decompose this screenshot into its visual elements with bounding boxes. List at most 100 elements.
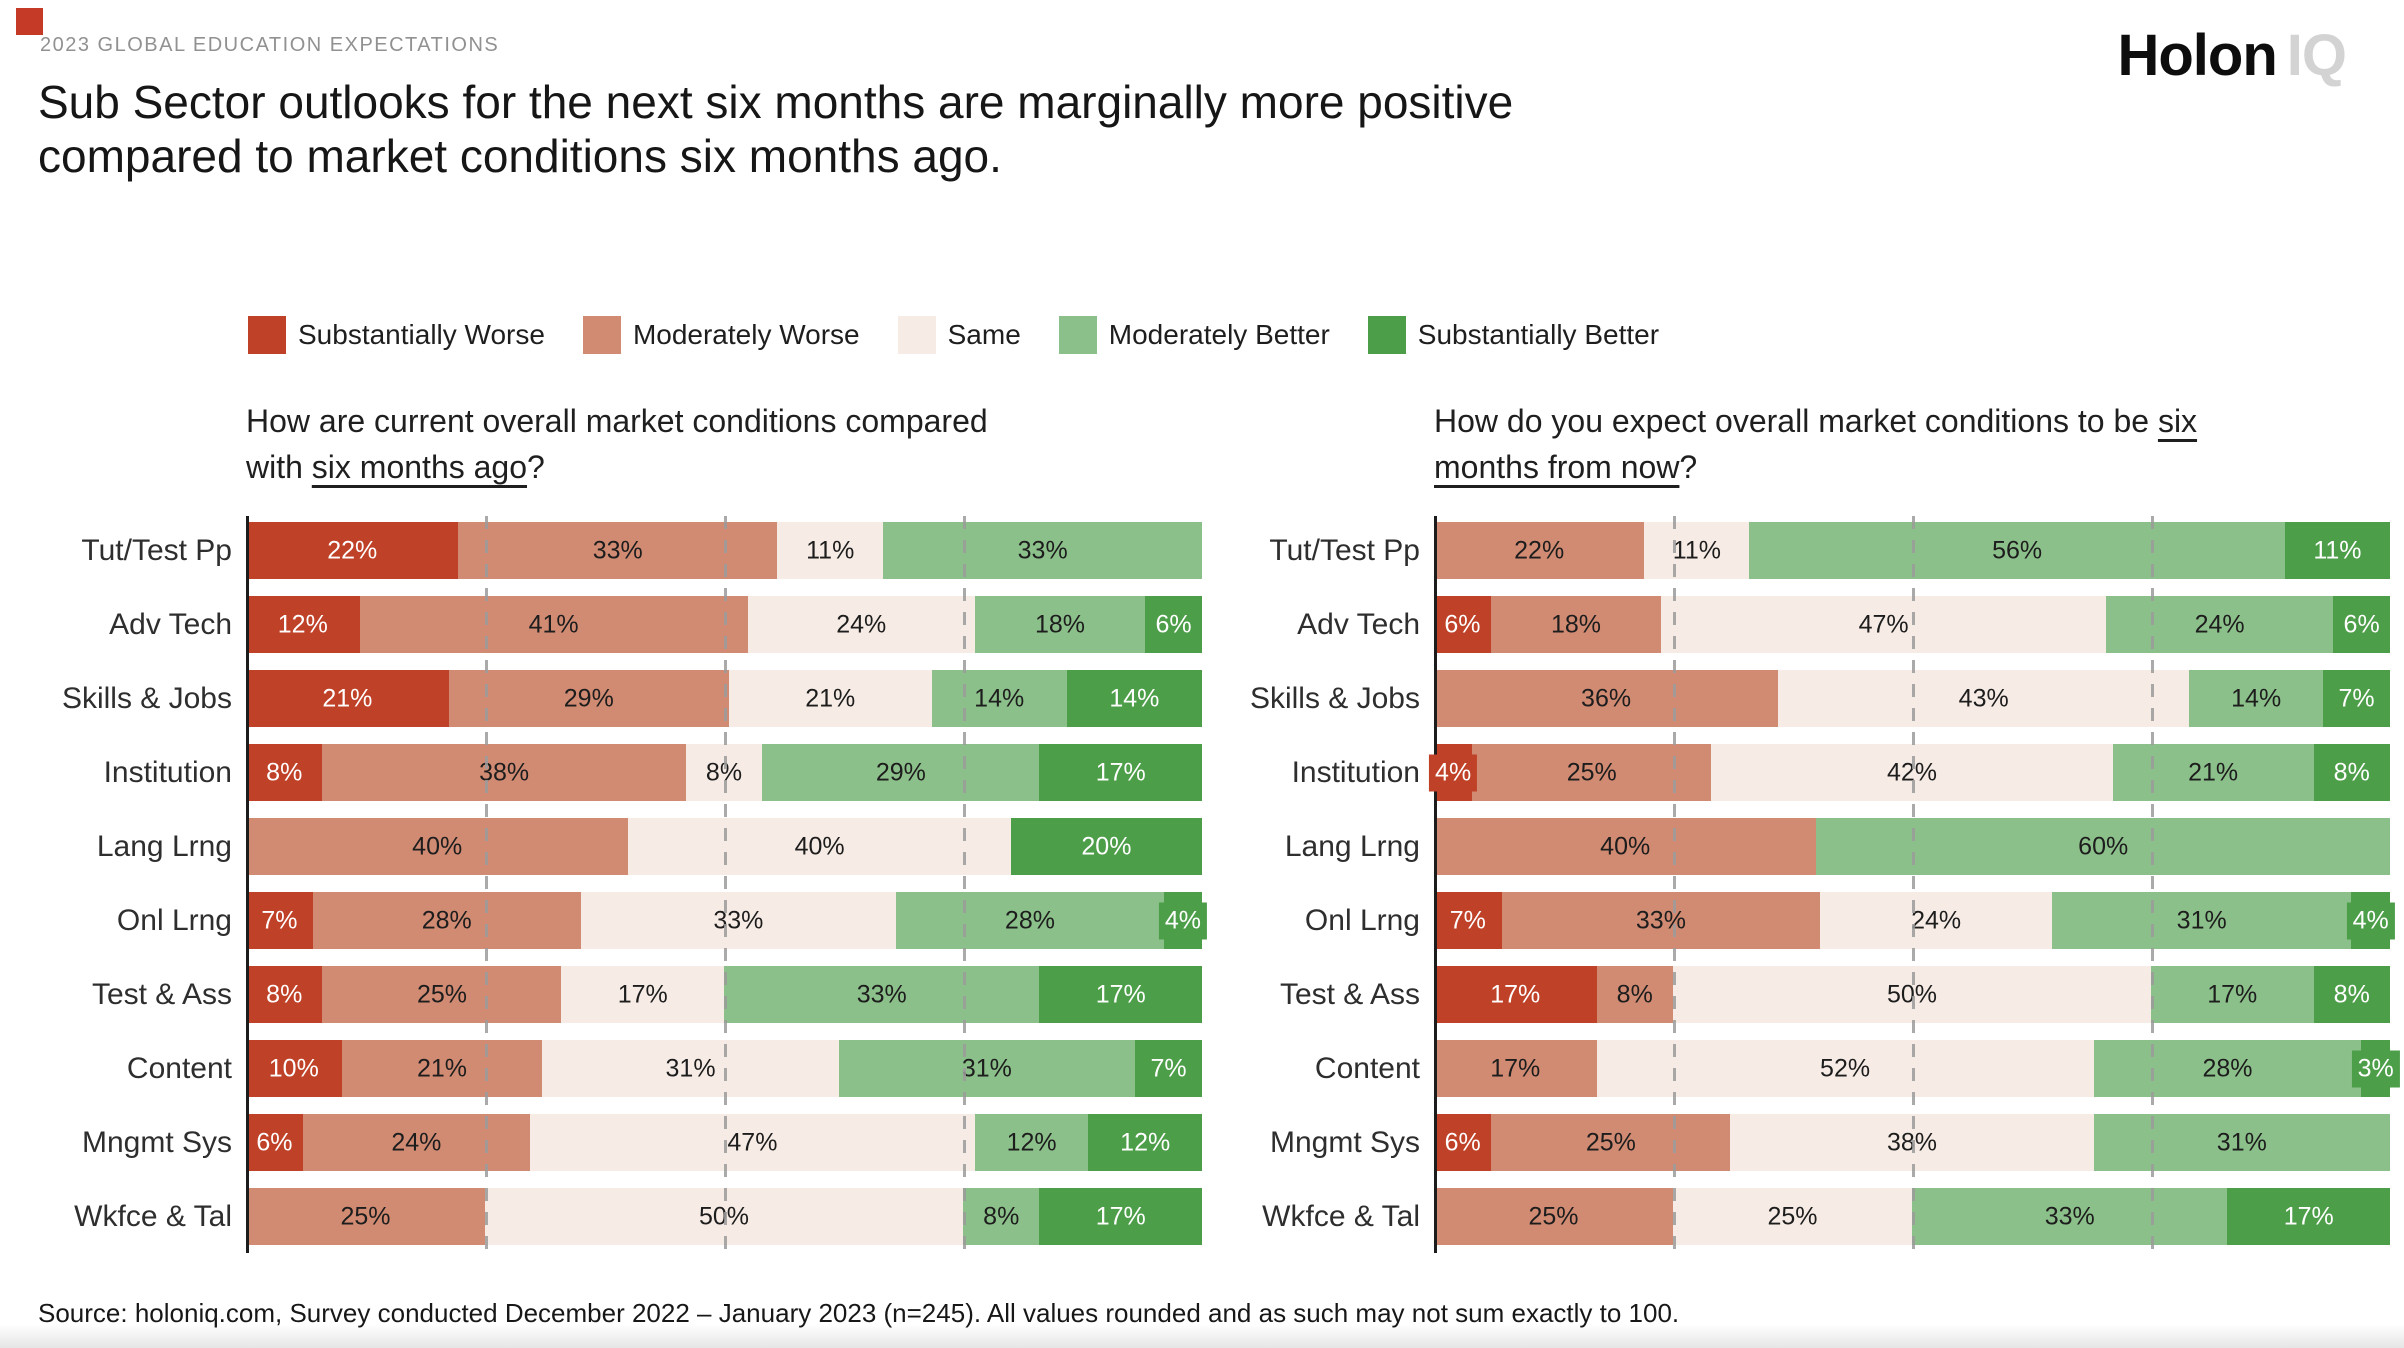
- bar-value-label: 7%: [261, 906, 298, 935]
- bar-value-label: 22%: [1514, 536, 1565, 565]
- chart-row: Skills & Jobs 36% 43% 14% 7%: [1202, 670, 2390, 728]
- bar-value-label: 6%: [1155, 610, 1192, 639]
- bar-segment: 3%: [2351, 1040, 2400, 1098]
- bar-segment: 25%: [1491, 1114, 1731, 1172]
- bar-segment: 7%: [1434, 892, 1502, 950]
- bar-segment: 25%: [322, 966, 562, 1024]
- bar-segment: 24%: [302, 1114, 530, 1172]
- logo-text-primary: Holon: [2117, 23, 2277, 88]
- bar-segment: 8%: [2313, 966, 2390, 1024]
- logo-text-secondary: IQ: [2286, 23, 2347, 88]
- bar-segment: 24%: [1820, 892, 2053, 950]
- bar-segment: 50%: [485, 1188, 963, 1246]
- bar-value-label: 8%: [1616, 980, 1653, 1009]
- bar-value-label: 8%: [2333, 980, 2370, 1009]
- chart-question-left: How are current overall market condition…: [246, 398, 1046, 491]
- bar-segment: 31%: [2093, 1114, 2390, 1172]
- bar-segment: 8%: [246, 744, 323, 802]
- bar-segment: 8%: [685, 744, 763, 802]
- question-text: ?: [527, 448, 545, 485]
- bar-value-label: 7%: [1150, 1054, 1187, 1083]
- bar-segment: 6%: [2333, 596, 2391, 654]
- bar-segment: 22%: [1434, 522, 1645, 580]
- bar-segment: 22%: [246, 522, 459, 580]
- chart-current-conditions: How are current overall market condition…: [14, 354, 1207, 1263]
- bar-segment: 33%: [883, 522, 1202, 580]
- legend-swatch: [582, 315, 621, 354]
- bar-segment: 21%: [341, 1040, 543, 1098]
- legend-label: Moderately Worse: [632, 318, 860, 350]
- bar-segment: 17%: [2227, 1188, 2390, 1246]
- chart-row: Mngmt Sys 6% 24% 47% 12% 12%: [14, 1114, 1202, 1172]
- bar-segment: 25%: [246, 1188, 485, 1246]
- bar-value-label: 17%: [1095, 1202, 1146, 1231]
- bar-segment: 60%: [1816, 818, 2390, 876]
- legend-item: Moderately Better: [1058, 315, 1330, 354]
- chart-row: Test & Ass 8% 25% 17% 33% 17%: [14, 966, 1202, 1024]
- category-label: Onl Lrng: [116, 903, 232, 937]
- bar-value-label: 11%: [806, 536, 855, 565]
- bar-value-label: 25%: [1528, 1202, 1579, 1231]
- bar-segment: 6%: [1434, 1114, 1492, 1172]
- bar-segment: 42%: [1711, 744, 2113, 802]
- bar-segment: 17%: [1039, 1188, 1202, 1246]
- bar-segment: 14%: [2189, 670, 2324, 728]
- bar-segment: 40%: [1434, 818, 1817, 876]
- chart-row: Mngmt Sys 6% 25% 38% 31%: [1202, 1114, 2390, 1172]
- bar-value-label: 31%: [665, 1054, 716, 1083]
- bar-segment: 29%: [762, 744, 1040, 802]
- legend-swatch: [897, 315, 936, 354]
- chart-row: Wkfce & Tal 25% 50% 8% 17%: [14, 1188, 1202, 1246]
- legend-item: Moderately Worse: [582, 315, 860, 354]
- bar-value-label: 3%: [2351, 1050, 2400, 1088]
- bar-segment: 8%: [1596, 966, 1673, 1024]
- bar-value-label: 17%: [1490, 980, 1541, 1009]
- bar-value-label: 31%: [2176, 906, 2227, 935]
- bar-value-label: 33%: [592, 536, 643, 565]
- category-label: Wkfce & Tal: [74, 1199, 232, 1233]
- bar-segment: 6%: [1434, 596, 1491, 654]
- bar-value-label: 31%: [2216, 1128, 2267, 1157]
- chart-expected-conditions: How do you expect overall market conditi…: [1202, 354, 2400, 1263]
- bar-value-label: 28%: [421, 906, 472, 935]
- bar-segment: 33%: [724, 966, 1040, 1024]
- chart-row: Wkfce & Tal 25% 25% 33% 17%: [1202, 1188, 2390, 1246]
- stacked-bar: 40% 60%: [1434, 818, 2390, 876]
- bar-value-label: 4%: [1429, 754, 1478, 792]
- bar-segment: 28%: [896, 892, 1164, 950]
- stacked-bar: 25% 25% 33% 17%: [1434, 1188, 2390, 1246]
- stacked-bar: 25% 50% 8% 17%: [246, 1188, 1202, 1246]
- bar-value-label: 21%: [416, 1054, 467, 1083]
- stacked-bar: 8% 38% 8% 29% 17%: [246, 744, 1202, 802]
- bar-value-label: 17%: [1095, 758, 1146, 787]
- bar-segment: 21%: [246, 670, 449, 728]
- chart-row: Content 17% 52% 28% 3%: [1202, 1040, 2400, 1098]
- bar-value-label: 8%: [983, 1202, 1020, 1231]
- chart-row: Tut/Test Pp 22% 33% 11% 33%: [14, 522, 1202, 580]
- stacked-bar: 6% 24% 47% 12% 12%: [246, 1114, 1202, 1172]
- bar-value-label: 50%: [698, 1202, 750, 1231]
- bar-value-label: 11%: [1672, 536, 1721, 565]
- question-underlined-text: six months from now: [1434, 402, 2198, 485]
- category-label: Lang Lrng: [1284, 829, 1420, 863]
- bar-segment: 24%: [2106, 596, 2334, 654]
- bar-value-label: 56%: [1992, 536, 2043, 565]
- bar-value-label: 25%: [1566, 758, 1617, 787]
- chart-row: Tut/Test Pp 22% 11% 56% 11%: [1202, 522, 2390, 580]
- page-title: Sub Sector outlooks for the next six mon…: [38, 76, 1514, 183]
- bar-segment: 17%: [1039, 744, 1202, 802]
- bar-segment: 8%: [246, 966, 323, 1024]
- bar-value-label: 42%: [1886, 758, 1938, 787]
- bar-segment: 41%: [359, 596, 748, 654]
- bar-segment: 38%: [322, 744, 686, 802]
- category-label: Institution: [103, 755, 232, 789]
- bar-value-label: 12%: [277, 610, 328, 639]
- stacked-bar: 6% 18% 47% 24% 6%: [1434, 596, 2391, 654]
- stacked-bar: 10% 21% 31% 31% 7%: [246, 1040, 1202, 1098]
- bar-value-label: 6%: [2343, 610, 2380, 639]
- bar-segment: 11%: [1644, 522, 1750, 580]
- chart-row: Test & Ass 17% 8% 50% 17% 8%: [1202, 966, 2390, 1024]
- bar-value-label: 7%: [1449, 906, 1486, 935]
- bar-value-label: 40%: [412, 832, 463, 861]
- bar-segment: 33%: [458, 522, 778, 580]
